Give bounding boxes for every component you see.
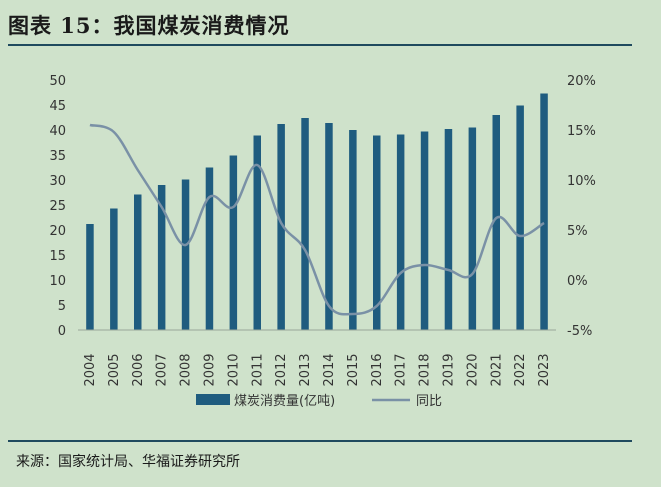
y-right-tick-label: 5%	[567, 224, 588, 239]
bar-2016	[373, 135, 381, 330]
bar-2011	[253, 135, 261, 330]
bar-2014	[325, 123, 333, 330]
y-left-tick-label: 20	[49, 224, 66, 239]
bar-2005	[110, 208, 118, 330]
y-left-tick-label: 35	[49, 149, 66, 164]
x-tick-label: 2014	[322, 353, 337, 386]
y-right-tick-label: 20%	[567, 74, 596, 89]
y-left-tick-label: 15	[49, 249, 66, 264]
bar-2015	[349, 130, 357, 330]
y-right-tick-label: 15%	[567, 124, 596, 139]
y-left-tick-label: 0	[58, 324, 66, 339]
x-tick-label: 2021	[489, 353, 504, 386]
legend-swatch-bar	[196, 394, 230, 405]
bar-2018	[420, 131, 429, 330]
footer-divider	[8, 440, 632, 442]
x-tick-label: 2022	[513, 353, 528, 386]
x-tick-label: 2023	[537, 353, 552, 386]
series-line-yoy	[89, 123, 545, 316]
x-tick-label: 2016	[370, 353, 385, 386]
bar-2006	[134, 194, 142, 330]
page-title: 图表 15：我国煤炭消费情况	[8, 13, 290, 38]
bar-2012	[277, 124, 285, 330]
y-right-tick-label: 0%	[567, 274, 588, 289]
x-tick-label: 2006	[131, 353, 146, 386]
x-tick-label: 2004	[83, 353, 98, 386]
bar-2013	[301, 118, 309, 330]
y-left-tick-label: 25	[49, 199, 66, 214]
y-left-tick-label: 5	[58, 299, 66, 314]
bar-2023	[540, 93, 548, 330]
bar-2021	[492, 115, 500, 330]
x-tick-label: 2017	[394, 353, 409, 386]
x-tick-label: 2012	[274, 353, 289, 386]
x-tick-label: 2011	[250, 353, 265, 386]
x-tick-label: 2007	[155, 353, 170, 386]
x-tick-label: 2013	[298, 353, 313, 386]
x-tick-label: 2008	[179, 353, 194, 386]
title-divider	[8, 44, 632, 46]
bar-2008	[181, 179, 190, 330]
bar-2004	[86, 224, 94, 330]
y-left-tick-label: 40	[49, 124, 66, 139]
y-left-tick-label: 50	[49, 74, 66, 89]
legend-label-line: 同比	[416, 394, 442, 409]
x-tick-label: 2005	[107, 353, 122, 386]
y-left-tick-label: 30	[49, 174, 66, 189]
source-note: 来源：国家统计局、华福证券研究所	[16, 454, 240, 470]
bar-2007	[157, 185, 166, 330]
legend: 煤炭消费量(亿吨) 同比	[196, 394, 442, 409]
bar-2010	[229, 155, 238, 330]
bar-2020	[468, 127, 477, 330]
x-tick-label: 2010	[226, 353, 241, 386]
x-tick-label: 2018	[418, 353, 433, 386]
x-tick-label: 2009	[202, 353, 217, 386]
x-tick-label: 2019	[441, 353, 456, 386]
bar-2017	[396, 134, 405, 330]
legend-label-bar: 煤炭消费量(亿吨)	[234, 394, 335, 409]
y-left-tick-label: 45	[49, 99, 66, 114]
x-tick-label: 2015	[346, 353, 361, 386]
y-right-tick-label: -5%	[567, 324, 592, 339]
x-tick-label: 2020	[465, 353, 480, 386]
bar-2019	[444, 129, 453, 330]
bar-2022	[516, 105, 524, 330]
y-right-tick-label: 10%	[567, 174, 596, 189]
y-left-tick-label: 10	[49, 274, 66, 289]
bar-2009	[205, 167, 214, 330]
